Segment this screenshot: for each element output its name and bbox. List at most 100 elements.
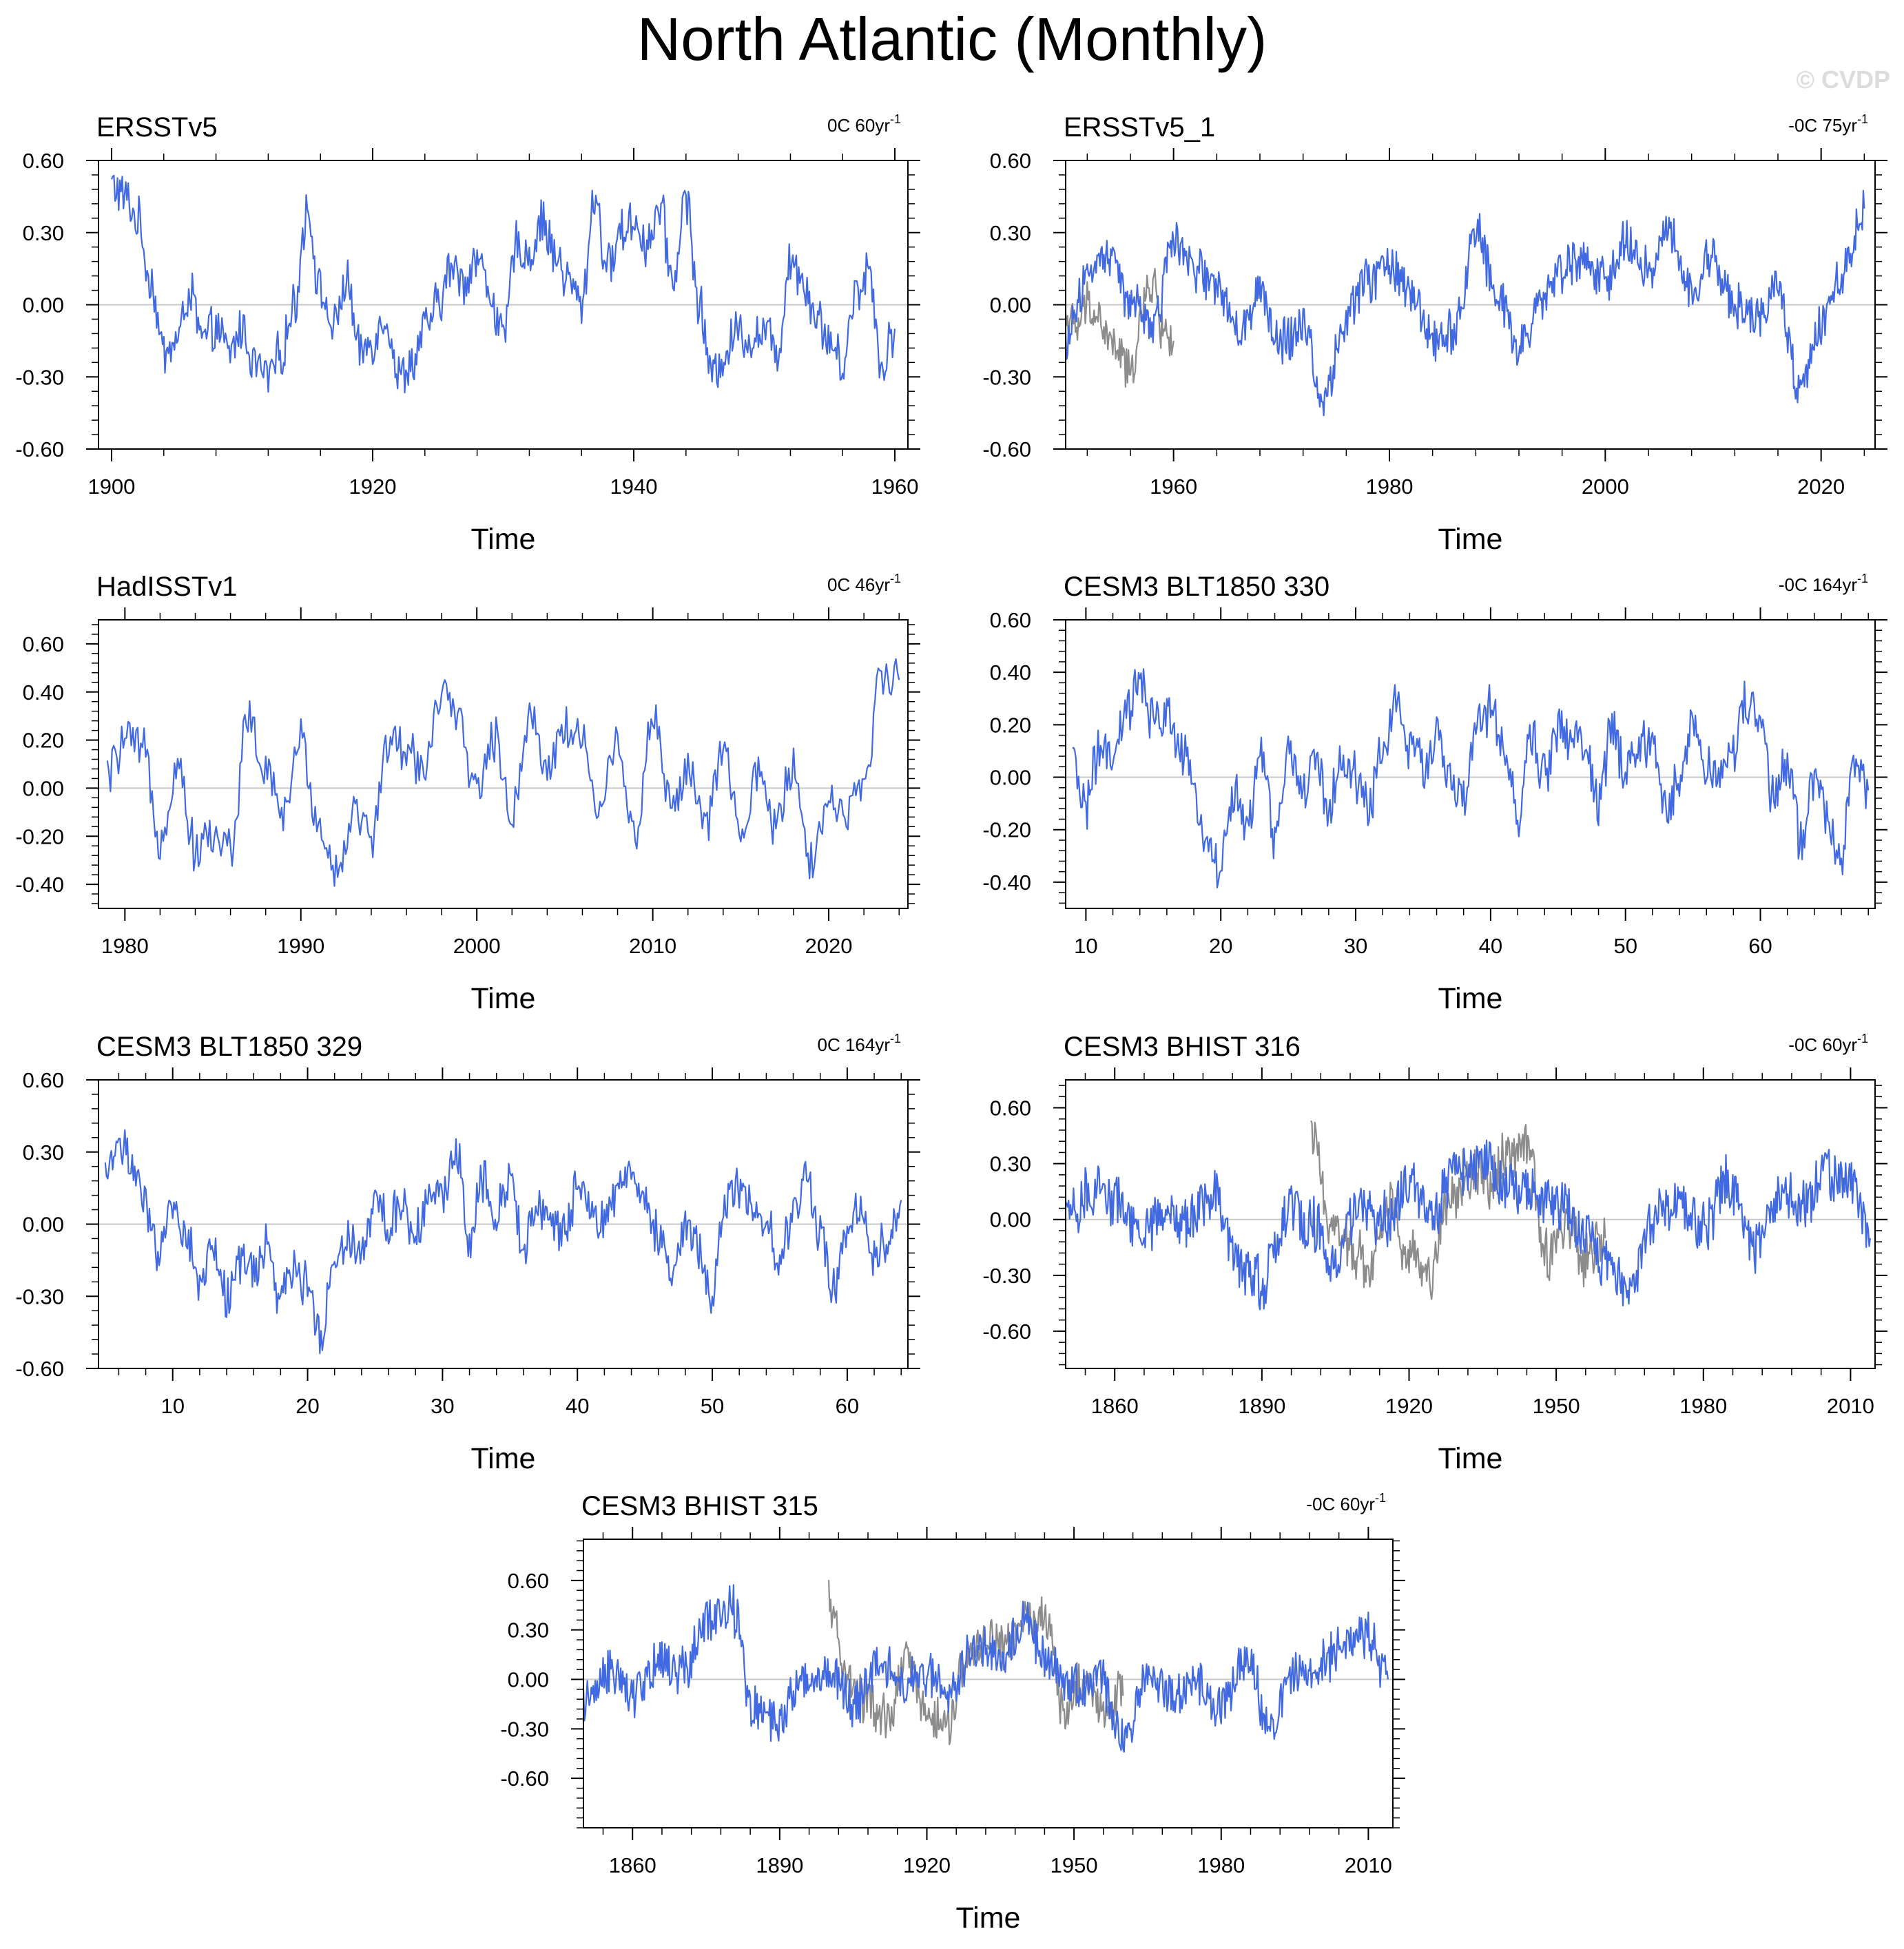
y-tick-label: 0.20 — [23, 729, 64, 753]
trend-text: -0C 164yr — [1779, 574, 1857, 595]
y-tick-label: -0.60 — [982, 437, 1031, 461]
trend-text: 0C 46yr — [827, 574, 890, 595]
panel-title: HadISSTv1 — [96, 572, 238, 602]
y-tick-label: 0.30 — [990, 1152, 1031, 1176]
trend-label: -0C 75yr-1 — [1788, 112, 1868, 136]
x-axis-label: Time — [1438, 1442, 1503, 1475]
x-tick-label: 2010 — [629, 934, 676, 958]
trend-exponent: -1 — [890, 572, 901, 585]
plot-frame — [98, 619, 909, 909]
x-tick-label: 1990 — [277, 934, 324, 958]
figure-title: North Atlantic (Monthly) — [637, 5, 1267, 73]
y-tick-label: 0.00 — [508, 1668, 549, 1692]
trend-exponent: -1 — [1375, 1491, 1386, 1505]
series-line-2 — [1064, 1139, 1871, 1311]
trend-text: -0C 75yr — [1788, 115, 1857, 136]
trend-exponent: -1 — [1857, 112, 1868, 126]
x-axis-label: Time — [956, 1901, 1021, 1935]
y-tick-label: 0.60 — [23, 1068, 64, 1092]
y-tick-label: -0.40 — [15, 873, 64, 897]
x-tick-label: 2000 — [1582, 475, 1629, 499]
x-tick-label: 1980 — [101, 934, 149, 958]
x-tick-label: 2020 — [1797, 475, 1845, 499]
panel-title: CESM3 BHIST 315 — [581, 1491, 818, 1521]
panel-title: CESM3 BLT1850 329 — [96, 1032, 362, 1062]
trend-exponent: -1 — [1857, 572, 1868, 585]
x-tick-label: 1940 — [610, 475, 658, 499]
y-tick-label: -0.20 — [982, 818, 1031, 842]
x-tick-label: 20 — [296, 1394, 319, 1418]
x-tick-label: 1980 — [1366, 475, 1414, 499]
y-tick-label: -0.20 — [15, 824, 64, 848]
y-tick-label: 0.30 — [23, 1140, 64, 1165]
y-tick-label: 0.40 — [990, 660, 1031, 685]
trend-label: -0C 60yr-1 — [1306, 1491, 1386, 1514]
trend-text: -0C 60yr — [1788, 1034, 1857, 1055]
y-tick-label: 0.60 — [990, 608, 1031, 632]
x-tick-label: 2010 — [1345, 1853, 1392, 1877]
y-tick-label: 0.20 — [990, 713, 1031, 737]
x-tick-label: 2000 — [453, 934, 501, 958]
x-tick-label: 1950 — [1051, 1853, 1098, 1877]
y-tick-label: -0.40 — [982, 871, 1031, 895]
series-line-1 — [1064, 267, 1175, 388]
x-tick-label: 30 — [1344, 934, 1367, 958]
trend-exponent: -1 — [890, 112, 901, 126]
y-tick-label: 0.60 — [23, 632, 64, 656]
panel-6: -0.60 -0.30 0.00 0.30 0.60 1860 1890 1920 1950 19… — [982, 1032, 1887, 1475]
panel-title: ERSSTv5 — [96, 112, 218, 143]
x-tick-label: 1950 — [1533, 1394, 1580, 1418]
trend-text: -0C 60yr — [1306, 1494, 1375, 1514]
trend-label: 0C 164yr-1 — [817, 1032, 901, 1055]
x-tick-label: 1960 — [1150, 475, 1197, 499]
x-tick-label: 1980 — [1197, 1853, 1245, 1877]
x-axis-label: Time — [1438, 523, 1503, 556]
x-tick-label: 10 — [1074, 934, 1097, 958]
x-tick-label: 1890 — [756, 1853, 803, 1877]
y-tick-label: 0.60 — [23, 149, 64, 173]
y-tick-label: -0.30 — [982, 365, 1031, 389]
y-tick-label: -0.60 — [15, 437, 64, 461]
y-tick-label: -0.30 — [15, 365, 64, 389]
x-tick-label: 50 — [701, 1394, 724, 1418]
series-line-2 — [1064, 189, 1865, 417]
trend-text: 0C 60yr — [827, 115, 890, 136]
panel-3: -0.40 -0.20 0.00 0.20 0.40 0.60 1980 1990 2000 20… — [15, 572, 920, 1015]
y-tick-label: -0.30 — [982, 1264, 1031, 1288]
series-line-1 — [106, 658, 900, 887]
y-tick-label: 0.00 — [990, 293, 1031, 317]
y-tick-label: 0.40 — [23, 680, 64, 705]
x-tick-label: 60 — [836, 1394, 859, 1418]
y-tick-label: -0.30 — [500, 1717, 549, 1741]
y-tick-label: 0.00 — [23, 293, 64, 317]
x-tick-label: 10 — [161, 1394, 184, 1418]
plot-frame — [583, 1539, 1394, 1828]
y-tick-label: -0.60 — [982, 1320, 1031, 1344]
y-tick-label: 0.60 — [508, 1569, 549, 1593]
trend-exponent: -1 — [890, 1032, 901, 1045]
y-tick-label: -0.60 — [15, 1357, 64, 1381]
x-axis-label: Time — [471, 523, 536, 556]
panel-7: -0.60 -0.30 0.00 0.30 0.60 1860 1890 1920 1950 19… — [500, 1491, 1405, 1935]
x-tick-label: 2020 — [805, 934, 853, 958]
y-tick-label: 0.30 — [508, 1618, 549, 1643]
x-tick-label: 1900 — [87, 475, 135, 499]
x-tick-label: 1860 — [609, 1853, 656, 1877]
series-line-1 — [104, 1129, 902, 1355]
x-tick-label: 2010 — [1827, 1394, 1874, 1418]
x-tick-label: 1920 — [349, 475, 396, 499]
x-tick-label: 40 — [566, 1394, 589, 1418]
trend-exponent: -1 — [1857, 1032, 1868, 1045]
panel-1: -0.60 -0.30 0.00 0.30 0.60 1900 1920 1940 1960 ER… — [15, 112, 920, 556]
y-tick-label: 0.00 — [990, 1208, 1031, 1232]
y-tick-label: 0.00 — [23, 776, 64, 800]
x-tick-label: 1860 — [1091, 1394, 1139, 1418]
trend-label: 0C 46yr-1 — [827, 572, 901, 595]
panel-title: ERSSTv5_1 — [1064, 112, 1215, 143]
panel-title: CESM3 BHIST 316 — [1064, 1032, 1301, 1062]
panel-4: -0.40 -0.20 0.00 0.20 0.40 0.60 10 20 30 40 50 60 CE… — [982, 572, 1887, 1015]
x-tick-label: 20 — [1209, 934, 1232, 958]
x-tick-label: 60 — [1748, 934, 1772, 958]
y-tick-label: -0.60 — [500, 1766, 549, 1791]
